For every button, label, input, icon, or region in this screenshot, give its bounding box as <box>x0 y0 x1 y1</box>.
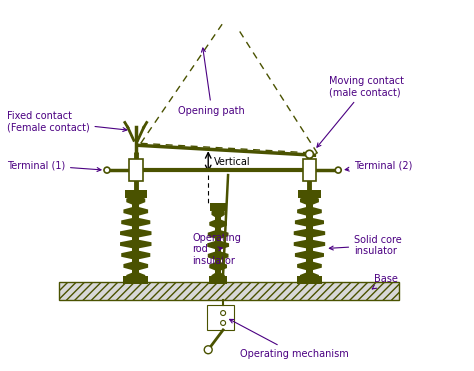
Polygon shape <box>123 207 148 216</box>
Bar <box>306 195 313 282</box>
Polygon shape <box>123 262 148 270</box>
Bar <box>298 190 320 198</box>
Polygon shape <box>300 196 319 204</box>
Circle shape <box>305 150 313 158</box>
Bar <box>125 190 147 198</box>
Circle shape <box>220 321 226 325</box>
Circle shape <box>220 311 226 315</box>
Polygon shape <box>300 273 319 281</box>
Polygon shape <box>295 218 324 226</box>
Text: Fixed contact
(Female contact): Fixed contact (Female contact) <box>7 111 127 132</box>
Polygon shape <box>207 241 229 249</box>
Polygon shape <box>120 240 152 248</box>
Polygon shape <box>208 252 228 260</box>
Circle shape <box>204 346 212 354</box>
Polygon shape <box>121 251 150 259</box>
Bar <box>123 276 148 284</box>
Text: Solid core
insulator: Solid core insulator <box>329 234 402 256</box>
Bar <box>210 203 226 211</box>
Polygon shape <box>297 207 322 216</box>
Circle shape <box>335 167 341 173</box>
Text: Vertical: Vertical <box>214 157 251 167</box>
Text: Terminal (1): Terminal (1) <box>7 160 101 171</box>
Bar <box>132 195 139 282</box>
Polygon shape <box>211 209 225 217</box>
Text: Terminal (2): Terminal (2) <box>345 160 412 171</box>
Polygon shape <box>297 262 322 270</box>
Bar <box>215 208 221 282</box>
Bar <box>59 282 399 300</box>
Polygon shape <box>208 230 228 239</box>
Polygon shape <box>294 229 325 237</box>
Polygon shape <box>294 240 325 248</box>
Bar <box>297 276 322 284</box>
Circle shape <box>104 167 110 173</box>
Polygon shape <box>211 273 225 281</box>
Text: Moving contact
(male contact): Moving contact (male contact) <box>317 76 404 147</box>
Polygon shape <box>210 220 227 228</box>
Text: Operating
rod
insulator: Operating rod insulator <box>192 233 241 266</box>
Text: Opening path: Opening path <box>178 48 245 116</box>
Bar <box>302 159 317 181</box>
Polygon shape <box>121 218 150 226</box>
Text: Base: Base <box>372 274 398 289</box>
Polygon shape <box>295 251 324 259</box>
Bar <box>129 159 143 181</box>
Bar <box>210 276 227 284</box>
Polygon shape <box>120 229 152 237</box>
Polygon shape <box>126 273 145 281</box>
Polygon shape <box>210 262 227 270</box>
Bar <box>207 305 234 330</box>
Text: Operating mechanism: Operating mechanism <box>229 319 349 359</box>
Polygon shape <box>126 196 145 204</box>
